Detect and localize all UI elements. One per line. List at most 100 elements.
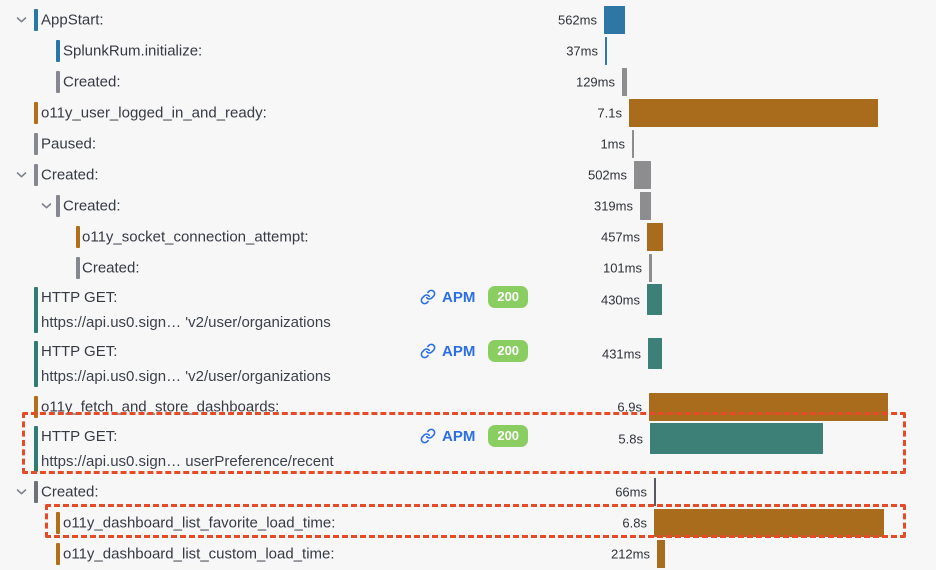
span-name: o11y_fetch_and_store_dashboards:	[41, 398, 280, 415]
span-color-tick	[76, 225, 80, 248]
span-bar[interactable]	[634, 160, 651, 189]
span-url: https://api.us0.sign… userPreference/rec…	[41, 453, 334, 470]
span-bar[interactable]	[647, 222, 663, 251]
span-duration: 6.8s	[622, 515, 647, 530]
span-rows: AppStart: 562ms SplunkRum.initialize: 37…	[0, 4, 936, 569]
span-duration: 37ms	[566, 43, 598, 58]
apm-group: APM 200	[420, 286, 529, 308]
span-duration: 7.1s	[597, 105, 622, 120]
span-row[interactable]: o11y_socket_connection_attempt: 457ms	[0, 221, 936, 252]
span-name: Created:	[63, 197, 121, 214]
span-row[interactable]: Created: 66ms	[0, 476, 936, 507]
apm-link[interactable]: APM	[420, 428, 475, 445]
span-duration: 319ms	[593, 198, 633, 213]
span-color-tick	[34, 426, 38, 472]
span-duration: 562ms	[557, 12, 597, 27]
apm-link[interactable]: APM	[420, 289, 475, 306]
span-row[interactable]: o11y_dashboard_list_custom_load_time: 21…	[0, 538, 936, 569]
chevron-down-icon[interactable]	[16, 488, 27, 495]
span-row[interactable]: Created: 502ms	[0, 159, 936, 190]
span-bar[interactable]	[604, 5, 625, 34]
span-name: Created:	[41, 483, 99, 500]
span-color-tick	[34, 101, 38, 124]
span-bar[interactable]	[648, 338, 662, 369]
span-name: o11y_dashboard_list_favorite_load_time:	[63, 514, 336, 531]
apm-link-label: APM	[442, 288, 476, 306]
span-duration: 1ms	[600, 136, 625, 151]
span-bar[interactable]	[654, 477, 656, 506]
span-row[interactable]: HTTP GET: https://api.us0.sign… 'v2/user…	[0, 337, 936, 391]
span-color-tick	[34, 132, 38, 155]
span-row[interactable]: Created: 319ms	[0, 190, 936, 221]
span-color-tick	[56, 39, 60, 62]
span-color-tick	[56, 511, 60, 534]
span-name: o11y_socket_connection_attempt:	[82, 228, 309, 245]
span-name: Created:	[41, 166, 99, 183]
span-name: HTTP GET:	[41, 428, 118, 445]
apm-link-label: APM	[442, 427, 476, 445]
span-color-tick	[34, 287, 38, 333]
span-duration: 66ms	[615, 484, 647, 499]
span-color-tick	[34, 8, 38, 31]
span-row[interactable]: AppStart: 562ms	[0, 4, 936, 35]
span-color-tick	[34, 395, 38, 418]
apm-link[interactable]: APM	[420, 343, 475, 360]
span-row[interactable]: o11y_fetch_and_store_dashboards: 6.9s	[0, 391, 936, 422]
span-bar[interactable]	[622, 67, 627, 96]
status-code-badge: 200	[488, 286, 529, 308]
span-color-tick	[76, 256, 80, 279]
span-name: Paused:	[41, 135, 97, 152]
span-name: o11y_dashboard_list_custom_load_time:	[63, 545, 335, 562]
link-icon	[420, 343, 436, 359]
span-name: o11y_user_logged_in_and_ready:	[41, 104, 267, 121]
span-duration: 457ms	[600, 229, 640, 244]
span-bar[interactable]	[629, 98, 878, 127]
span-name: Created:	[82, 259, 140, 276]
span-bar[interactable]	[640, 191, 651, 220]
chevron-down-icon[interactable]	[41, 202, 52, 209]
span-duration: 431ms	[601, 346, 641, 362]
span-color-tick	[56, 70, 60, 93]
span-duration: 5.8s	[618, 431, 643, 447]
span-name: HTTP GET:	[41, 343, 118, 360]
span-color-tick	[56, 194, 60, 217]
span-color-tick	[56, 542, 60, 565]
span-duration: 212ms	[610, 546, 650, 561]
span-name: Created:	[63, 73, 121, 90]
link-icon	[420, 289, 436, 305]
span-bar[interactable]	[657, 539, 665, 568]
apm-group: APM 200	[420, 340, 529, 362]
span-bar[interactable]	[632, 129, 634, 158]
span-bar[interactable]	[605, 36, 607, 65]
span-row[interactable]: HTTP GET: https://api.us0.sign… userPref…	[0, 422, 936, 476]
span-duration: 6.9s	[617, 399, 642, 414]
span-duration: 129ms	[575, 74, 615, 89]
span-row[interactable]: o11y_dashboard_list_favorite_load_time: …	[0, 507, 936, 538]
apm-link-label: APM	[442, 342, 476, 360]
span-row[interactable]: Created: 101ms	[0, 252, 936, 283]
chevron-down-icon[interactable]	[16, 171, 27, 178]
span-color-tick	[34, 163, 38, 186]
span-name: AppStart:	[41, 11, 104, 28]
span-bar[interactable]	[654, 508, 884, 537]
span-bar[interactable]	[649, 392, 888, 421]
span-row[interactable]: Created: 129ms	[0, 66, 936, 97]
span-row[interactable]: o11y_user_logged_in_and_ready: 7.1s	[0, 97, 936, 128]
apm-group: APM 200	[420, 425, 529, 447]
span-url: https://api.us0.sign… 'v2/user/organizat…	[41, 368, 331, 385]
span-duration: 502ms	[587, 167, 627, 182]
span-row[interactable]: SplunkRum.initialize: 37ms	[0, 35, 936, 66]
span-name: HTTP GET:	[41, 289, 118, 306]
span-duration: 430ms	[600, 292, 640, 308]
span-name: SplunkRum.initialize:	[63, 42, 203, 59]
status-code-badge: 200	[488, 425, 529, 447]
span-url: https://api.us0.sign… 'v2/user/organizat…	[41, 314, 331, 331]
span-bar[interactable]	[647, 284, 662, 315]
span-bar[interactable]	[649, 253, 652, 282]
chevron-down-icon[interactable]	[16, 16, 27, 23]
span-duration: 101ms	[602, 260, 642, 275]
span-row[interactable]: HTTP GET: https://api.us0.sign… 'v2/user…	[0, 283, 936, 337]
span-row[interactable]: Paused: 1ms	[0, 128, 936, 159]
span-bar[interactable]	[650, 423, 823, 454]
